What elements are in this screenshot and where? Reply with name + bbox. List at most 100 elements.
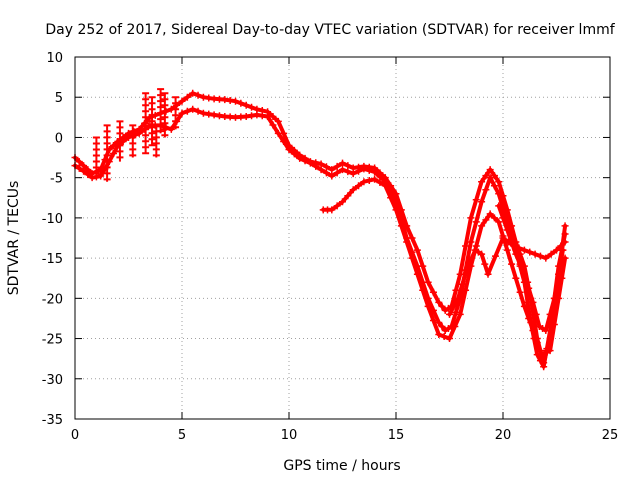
data-point <box>550 320 558 328</box>
data-point <box>462 242 470 250</box>
x-tick-label: 5 <box>178 428 186 443</box>
data-point <box>482 186 490 194</box>
data-point <box>440 333 448 341</box>
data-point <box>462 286 470 294</box>
data-point <box>446 335 453 343</box>
data-point <box>349 170 357 178</box>
data-point <box>512 250 520 258</box>
data-point <box>248 112 256 120</box>
data-point <box>446 310 453 318</box>
data-point <box>536 357 544 365</box>
y-tick-label: -10 <box>42 212 63 227</box>
data-point <box>403 238 411 246</box>
data-point <box>413 246 421 254</box>
data-point <box>178 109 186 117</box>
data-point <box>490 172 498 180</box>
data-point <box>512 274 520 282</box>
noise-spike <box>157 88 165 134</box>
data-point <box>189 89 197 97</box>
data-point <box>435 331 443 339</box>
data-point <box>360 165 368 173</box>
data-point <box>520 270 528 278</box>
x-tick-label: 0 <box>71 428 79 443</box>
y-tick-label: -15 <box>42 252 63 267</box>
data-point <box>508 238 516 246</box>
data-point <box>312 162 320 170</box>
data-point <box>467 256 475 264</box>
data-point <box>339 166 346 174</box>
data-point <box>242 101 250 109</box>
data-point <box>499 214 507 222</box>
y-tick-label: -35 <box>42 413 63 428</box>
noise-spike <box>152 124 160 158</box>
markers-track-e <box>495 202 567 335</box>
data-point <box>463 266 471 274</box>
data-point <box>452 286 460 294</box>
data-point <box>529 327 537 335</box>
y-tick-label: -5 <box>50 172 63 187</box>
y-tick-labels: 10 5 0 -5 -10 -15 -20 -25 -30 -35 <box>42 51 63 428</box>
axis-ticks <box>74 56 611 420</box>
data-point <box>542 327 550 335</box>
data-point <box>317 166 325 174</box>
data-point <box>344 162 352 170</box>
data-point <box>296 154 304 162</box>
data-point <box>515 244 523 252</box>
data-point <box>529 298 537 306</box>
grid-lines <box>75 57 610 419</box>
x-tick-label: 25 <box>602 428 619 443</box>
data-point <box>333 162 341 170</box>
x-tick-labels: 0 5 10 15 20 25 <box>71 428 618 443</box>
data-point <box>561 222 569 230</box>
data-point <box>435 298 443 306</box>
y-tick-label: -20 <box>42 292 63 307</box>
noise-spike <box>142 92 150 155</box>
data-point <box>167 125 175 133</box>
data-point <box>306 159 314 167</box>
data-point <box>472 196 480 204</box>
data-point <box>322 169 330 177</box>
data-point <box>419 286 427 294</box>
data-point <box>484 270 492 278</box>
data-point <box>429 316 437 324</box>
data-point <box>376 178 384 186</box>
data-point <box>546 310 554 318</box>
data-point <box>495 218 503 226</box>
data-point <box>482 216 490 224</box>
data-point <box>450 302 458 310</box>
data-point <box>205 94 213 102</box>
noise-spike <box>116 120 124 162</box>
data-point <box>452 308 460 316</box>
data-point <box>472 218 480 226</box>
y-tick-label: 5 <box>55 91 63 106</box>
data-point <box>516 288 524 296</box>
data-point <box>290 150 298 158</box>
data-point <box>285 146 293 154</box>
data-point <box>478 250 486 258</box>
data-point <box>555 270 563 278</box>
data-point <box>253 111 261 119</box>
data-point <box>525 314 533 322</box>
data-point <box>478 222 486 230</box>
data-point <box>80 167 88 175</box>
data-point <box>242 113 250 121</box>
y-axis-label: SDTVAR / TECUs <box>6 181 22 296</box>
data-point <box>333 202 341 210</box>
data-point <box>349 186 357 194</box>
data-point <box>456 270 464 278</box>
data-point <box>183 93 191 101</box>
data-point <box>454 294 462 302</box>
data-point <box>280 137 288 145</box>
data-point <box>561 230 569 238</box>
data-point <box>486 174 494 182</box>
data-point <box>533 339 541 347</box>
data-point <box>478 198 486 206</box>
data-point <box>199 109 207 117</box>
data-point <box>339 159 346 167</box>
data-point <box>328 206 336 214</box>
data-point <box>88 174 96 182</box>
data-point <box>472 242 480 250</box>
x-axis-label: GPS time / hours <box>283 458 400 474</box>
plot-frame <box>74 56 611 420</box>
x-tick-label: 15 <box>388 428 405 443</box>
